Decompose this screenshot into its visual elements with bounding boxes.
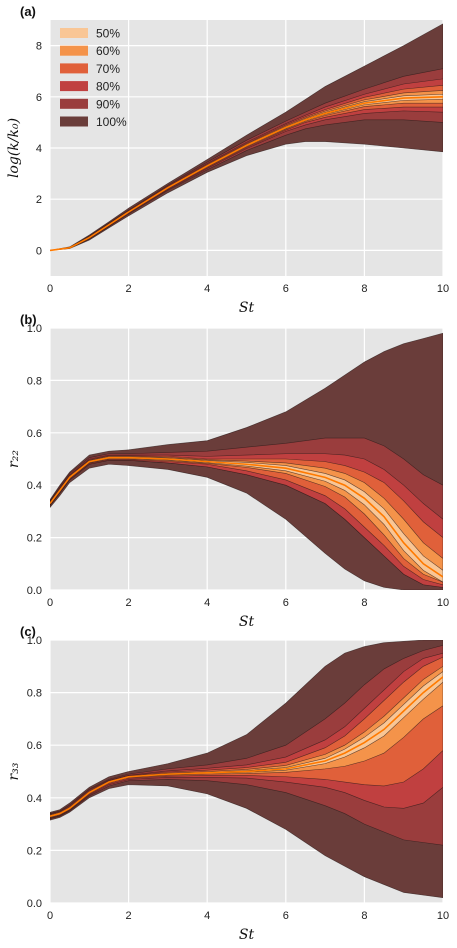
x-tick-label: 10	[437, 283, 449, 295]
y-tick-label: 0.2	[27, 533, 42, 545]
legend: 50% 60% 70% 80% 90% 100%	[60, 27, 127, 129]
bands	[50, 640, 443, 899]
x-tick-label: 0	[47, 910, 53, 922]
y-tick-label: 0.8	[27, 688, 42, 700]
median-line	[50, 456, 443, 578]
x-tick-label: 4	[204, 283, 210, 295]
x-axis-label: St	[239, 300, 255, 316]
y-tick-label: 0.4	[27, 480, 42, 492]
legend-swatch	[60, 81, 88, 92]
x-tick-label: 0	[47, 283, 53, 295]
y-tick-label: 8	[36, 41, 42, 53]
legend-swatch	[60, 45, 88, 56]
x-tick-label: 4	[204, 910, 210, 922]
bands	[50, 332, 443, 590]
x-tick-label: 2	[126, 910, 132, 922]
legend-label: 60%	[96, 44, 120, 58]
y-axis-label: r₂₂	[6, 450, 22, 468]
y-tick-label: 0.4	[27, 793, 42, 805]
band-100	[50, 23, 443, 251]
y-tick-label: 1.0	[27, 635, 42, 647]
band-70	[50, 656, 443, 819]
y-axis-label: r₃₃	[6, 762, 22, 780]
legend-label: 70%	[96, 62, 120, 76]
y-tick-label: 0	[36, 245, 42, 257]
legend-label: 80%	[96, 80, 120, 94]
x-tick-label: 10	[437, 910, 449, 922]
x-tick-label: 8	[361, 283, 367, 295]
y-tick-label: 0.6	[27, 740, 42, 752]
x-tick-label: 6	[283, 910, 289, 922]
legend-swatch	[60, 98, 88, 109]
median-line	[50, 96, 443, 252]
panel-0: 0 2 4 6 8 10 0 2 4 6 8 St log(k/k₀) (a) 50% 60% 70% 80% 90…	[6, 4, 449, 316]
y-axis-label: log(k/k₀)	[6, 118, 22, 178]
x-tick-label: 2	[126, 597, 132, 609]
y-tick-label: 0.2	[27, 845, 42, 857]
x-tick-label: 6	[283, 597, 289, 609]
x-axis-label: St	[239, 614, 255, 630]
y-tick-label: 4	[36, 143, 42, 155]
x-tick-label: 6	[283, 283, 289, 295]
bands	[50, 23, 443, 252]
panel-1: 0 2 4 6 8 10 0.0 0.2 0.4 0.6 0.8 1.0 St r₂₂ (b)	[6, 312, 449, 630]
y-tick-label: 6	[36, 92, 42, 104]
legend-swatch	[60, 28, 88, 38]
panel-2: 0 2 4 6 8 10 0.0 0.2 0.4 0.6 0.8 1.0 St r₃₃ (c)	[6, 624, 449, 943]
x-tick-label: 8	[361, 597, 367, 609]
x-tick-label: 8	[361, 910, 367, 922]
legend-swatch	[60, 63, 88, 74]
panel-label: (c)	[20, 624, 36, 639]
legend-label: 50%	[96, 27, 120, 41]
median-line	[50, 676, 443, 817]
x-tick-label: 10	[437, 597, 449, 609]
panel-label: (a)	[20, 4, 36, 19]
y-tick-label: 1.0	[27, 323, 42, 335]
legend-label: 90%	[96, 97, 120, 111]
legend-swatch	[60, 116, 88, 127]
y-tick-label: 0.8	[27, 375, 42, 387]
y-tick-label: 2	[36, 194, 42, 206]
y-tick-label: 0.0	[27, 898, 42, 910]
x-axis-label: St	[239, 927, 255, 943]
band-90	[50, 644, 443, 846]
x-tick-label: 4	[204, 597, 210, 609]
y-tick-label: 0.0	[27, 585, 42, 597]
y-tick-label: 0.6	[27, 428, 42, 440]
legend-label: 100%	[96, 115, 127, 129]
x-tick-label: 0	[47, 597, 53, 609]
x-tick-label: 2	[126, 283, 132, 295]
panel-label: (b)	[20, 312, 37, 327]
